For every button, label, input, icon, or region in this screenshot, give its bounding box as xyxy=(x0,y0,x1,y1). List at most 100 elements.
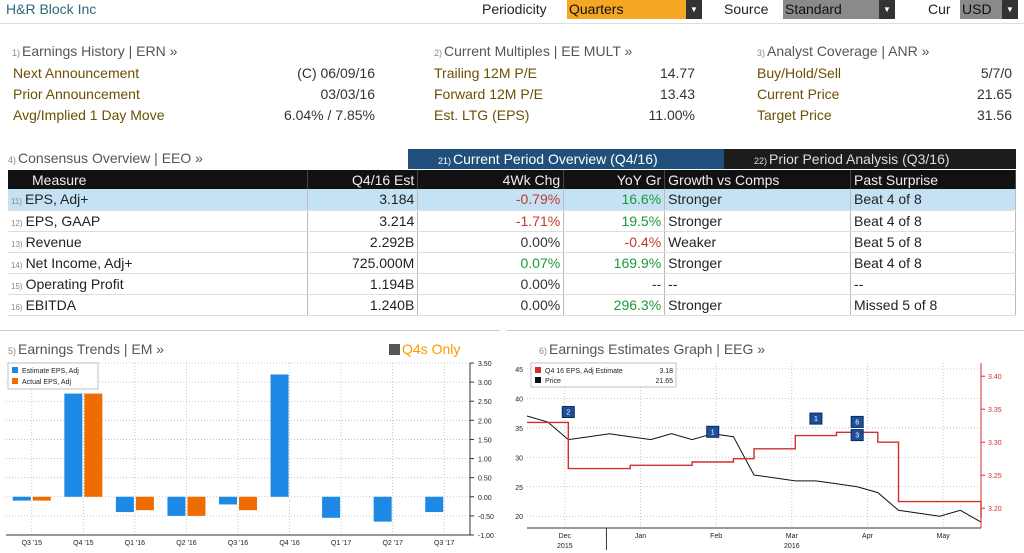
q4s-only-toggle[interactable]: Q4s Only xyxy=(389,341,460,357)
table-row[interactable]: 14) Net Income, Adj+ 725.000M 0.07% 169.9% St… xyxy=(8,252,1016,274)
y-right-tick-label: 3.20 xyxy=(988,506,1002,513)
svg-text:1: 1 xyxy=(814,416,818,423)
x-tick-label: Q2 '16 xyxy=(176,540,197,547)
growth-cell: Stronger xyxy=(664,252,852,274)
top-bar: H&R Block Inc Periodicity Quarters ▼ Sou… xyxy=(0,0,1024,20)
row-number: 13) xyxy=(11,239,23,249)
measure-cell: 13) Revenue xyxy=(8,231,309,253)
buy-hold-sell-value: 5/7/0 xyxy=(980,65,1012,81)
estimate-cell: 1.240B xyxy=(307,294,419,316)
y-left-tick-label: 35 xyxy=(515,426,523,433)
svg-text:3: 3 xyxy=(855,433,859,440)
source-label: Source xyxy=(724,1,769,17)
surprise-cell: Beat 5 of 8 xyxy=(850,231,1016,253)
prior-announcement-value: 03/03/16 xyxy=(320,86,376,102)
eps-estimate-line xyxy=(527,421,982,519)
x-tick-label: Q4 '15 xyxy=(73,540,94,547)
estimate-bar xyxy=(373,496,392,522)
legend-actual: Actual EPS, Adj xyxy=(22,379,71,386)
growth-cell: Stronger xyxy=(664,210,852,232)
event-marker[interactable]: 2 xyxy=(561,406,575,418)
y-tick-label: 0.00 xyxy=(478,495,492,502)
col-4wk-chg[interactable]: 4Wk Chg xyxy=(417,170,565,189)
table-row[interactable]: 13) Revenue 2.292B 0.00% -0.4% Weaker Beat 5 o… xyxy=(8,231,1016,253)
periodicity-value: Quarters xyxy=(569,1,624,17)
y-tick-label: 3.50 xyxy=(478,361,492,368)
earnings-graph-link[interactable]: 6) Earnings Estimates Graph | EEG » xyxy=(539,341,766,357)
legend-swatch-actual xyxy=(12,378,18,384)
actual-bar xyxy=(135,496,154,511)
x-tick-label: Q4 '16 xyxy=(279,540,300,547)
legend-estimate: Estimate EPS, Adj xyxy=(22,368,79,375)
current-multiples-link[interactable]: 2) Current Multiples | EE MULT » xyxy=(434,43,633,59)
forward-pe-value: 13.43 xyxy=(659,86,695,102)
y-tick-label: 2.00 xyxy=(478,418,492,425)
consensus-overview-link[interactable]: 4) Consensus Overview | EEO » xyxy=(8,150,203,166)
source-select[interactable]: Standard ▼ xyxy=(783,0,895,19)
col-growth-vs-comps[interactable]: Growth vs Comps xyxy=(664,170,852,189)
actual-bar xyxy=(187,496,206,516)
earnings-history-link[interactable]: 1) Earnings History | ERN » xyxy=(12,43,178,59)
estimate-cell: 2.292B xyxy=(307,231,419,253)
row-number: 12) xyxy=(11,218,23,228)
analyst-coverage-link[interactable]: 3) Analyst Coverage | ANR » xyxy=(757,43,930,59)
tab-current-period[interactable]: 21) Current Period Overview (Q4/16) xyxy=(408,149,724,169)
table-row[interactable]: 16) EBITDA 1.240B 0.00% 296.3% Stronger Missed… xyxy=(8,294,1016,316)
col-estimate[interactable]: Q4/16 Est xyxy=(307,170,419,189)
tab-prior-period[interactable]: 22) Prior Period Analysis (Q3/16) xyxy=(724,149,1016,169)
avg-implied-move-label: Avg/Implied 1 Day Move xyxy=(13,107,165,123)
event-marker[interactable]: 1 xyxy=(809,412,823,425)
y-left-tick-label: 20 xyxy=(515,514,523,521)
row-number: 16) xyxy=(11,302,23,312)
y-tick-label: 1.00 xyxy=(478,457,492,464)
yoy-cell: -0.4% xyxy=(563,231,666,253)
event-marker[interactable]: 3 xyxy=(850,429,864,442)
x-tick-label: May xyxy=(937,533,951,540)
earnings-trends-chart: 3.50 3.00 2.50 2.00 1.50 1.00 0.50 0.00 -0.50 -1.… xyxy=(6,361,494,547)
col-past-surprise[interactable]: Past Surprise xyxy=(850,170,1016,189)
currency-label: Cur xyxy=(928,1,951,17)
estimate-cell: 3.184 xyxy=(307,189,419,211)
forward-pe-label: Forward 12M P/E xyxy=(434,86,543,102)
actual-bar xyxy=(239,496,257,511)
chevron-down-icon: ▼ xyxy=(686,0,702,19)
table-row[interactable]: 11) EPS, Adj+ 3.184 -0.79% 16.6% Stronger Beat… xyxy=(8,189,1016,211)
yoy-cell: -- xyxy=(563,273,666,295)
col-measure[interactable]: Measure xyxy=(8,170,309,189)
y-right-tick-label: 3.25 xyxy=(988,473,1002,480)
x-tick-label: Q2 '17 xyxy=(382,540,403,547)
growth-cell: Weaker xyxy=(664,231,852,253)
row-number: 15) xyxy=(11,281,23,291)
company-name: H&R Block Inc xyxy=(6,1,97,17)
chevron-down-icon: ▼ xyxy=(1002,0,1018,19)
yoy-cell: 19.5% xyxy=(563,210,666,232)
x-tick-label: Q3 '16 xyxy=(228,540,249,547)
event-marker[interactable]: 1 xyxy=(706,425,720,438)
measure-cell: 12) EPS, GAAP xyxy=(8,210,309,232)
currency-select[interactable]: USD ▼ xyxy=(960,0,1018,19)
y-tick-label: 1.50 xyxy=(478,437,492,444)
est-ltg-label: Est. LTG (EPS) xyxy=(434,107,530,123)
periodicity-select[interactable]: Quarters ▼ xyxy=(567,0,702,19)
consensus-table: Measure Q4/16 Est 4Wk Chg YoY Gr Growth … xyxy=(8,170,1016,316)
surprise-cell: -- xyxy=(850,273,1016,295)
svg-text:2: 2 xyxy=(566,410,570,417)
source-value: Standard xyxy=(785,1,842,17)
table-row[interactable]: 12) EPS, GAAP 3.214 -1.71% 19.5% Stronger Beat… xyxy=(8,210,1016,232)
event-marker[interactable]: 6 xyxy=(850,415,864,428)
row-number: 14) xyxy=(11,260,23,270)
y-left-tick-label: 45 xyxy=(515,367,523,374)
col-yoy-gr[interactable]: YoY Gr xyxy=(563,170,666,189)
trends-legend: Estimate EPS, Adj Actual EPS, Adj xyxy=(7,362,99,390)
yoy-cell: 16.6% xyxy=(563,189,666,211)
table-row[interactable]: 15) Operating Profit 1.194B 0.00% -- -- -- xyxy=(8,273,1016,295)
y-left-tick-label: 40 xyxy=(515,396,523,403)
year-label: 2016 xyxy=(784,543,800,550)
x-tick-label: Jan xyxy=(635,533,646,540)
earnings-trends-link[interactable]: 5) Earnings Trends | EM » xyxy=(8,341,165,357)
estimate-bar xyxy=(322,496,341,518)
y-left-tick-label: 25 xyxy=(515,485,523,492)
growth-cell: Stronger xyxy=(664,294,852,316)
measure-cell: 11) EPS, Adj+ xyxy=(8,189,309,211)
trailing-pe-value: 14.77 xyxy=(659,65,695,81)
